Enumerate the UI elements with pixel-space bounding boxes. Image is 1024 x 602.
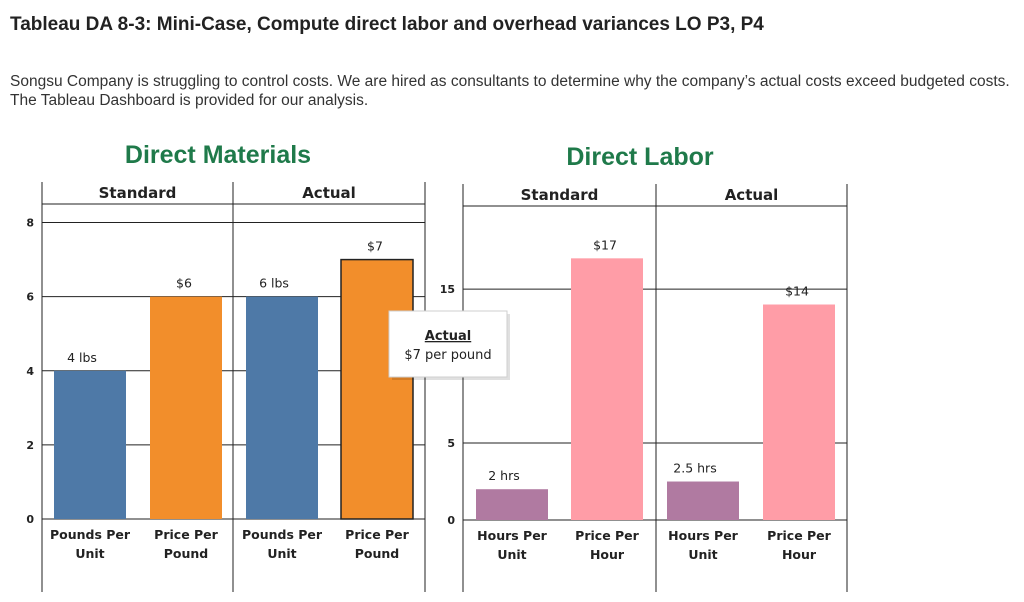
tooltip	[388, 310, 508, 378]
y-tick-label: 6	[26, 291, 34, 304]
data-label: $6	[176, 276, 192, 291]
bar-quantity	[54, 370, 126, 519]
intro-paragraph: Songsu Company is struggling to control …	[10, 73, 1010, 109]
y-tick-label: 5	[447, 437, 455, 450]
data-label: 6 lbs	[259, 276, 289, 291]
category-label-line2: Unit	[688, 547, 717, 562]
category-label-line2: Hour	[590, 547, 625, 562]
group-header: Standard	[521, 186, 599, 204]
data-label: 2.5 hrs	[673, 461, 716, 476]
category-label-line2: Pound	[164, 546, 209, 561]
category-label-line1: Price Per	[767, 528, 831, 543]
category-label-line1: Hours Per	[668, 528, 739, 543]
panel-title: Direct Materials	[125, 141, 311, 169]
y-tick-label: 8	[26, 217, 34, 230]
category-label-line1: Price Per	[575, 528, 639, 543]
group-header: Standard	[99, 184, 177, 202]
bar-quantity	[246, 296, 318, 519]
category-label-line2: Pound	[355, 546, 400, 561]
category-label-line2: Unit	[267, 546, 296, 561]
page-title: Tableau DA 8-3: Mini-Case, Compute direc…	[10, 14, 764, 35]
data-label: 2 hrs	[488, 468, 520, 483]
y-tick-label: 4	[26, 365, 34, 378]
y-tick-label: 2	[26, 439, 34, 452]
category-label-line2: Unit	[75, 546, 104, 561]
panel-title: Direct Labor	[566, 143, 714, 171]
bar-rate	[763, 304, 835, 520]
group-header: Actual	[725, 186, 779, 204]
y-tick-label: 15	[440, 283, 455, 296]
data-label: 4 lbs	[67, 350, 97, 365]
group-header: Actual	[302, 184, 356, 202]
category-label-line1: Pounds Per	[50, 527, 131, 542]
tooltip-title: Actual	[425, 329, 471, 344]
bar-price	[150, 296, 222, 519]
category-label-line1: Price Per	[154, 527, 218, 542]
category-label-line1: Hours Per	[477, 528, 548, 543]
y-tick-label: 0	[26, 513, 34, 526]
tooltip-body: $7 per pound	[404, 348, 491, 363]
category-label-line2: Hour	[782, 547, 817, 562]
bar-rate	[571, 258, 643, 520]
data-label: $7	[367, 239, 383, 254]
data-label: $17	[593, 237, 617, 252]
bar-hours	[476, 489, 548, 520]
category-label-line1: Pounds Per	[242, 527, 323, 542]
bar-price	[340, 258, 414, 520]
y-tick-label: 0	[447, 514, 455, 527]
bar-hours	[667, 481, 739, 520]
category-label-line1: Price Per	[345, 527, 409, 542]
data-label: $14	[785, 284, 809, 299]
category-label-line2: Unit	[497, 547, 526, 562]
